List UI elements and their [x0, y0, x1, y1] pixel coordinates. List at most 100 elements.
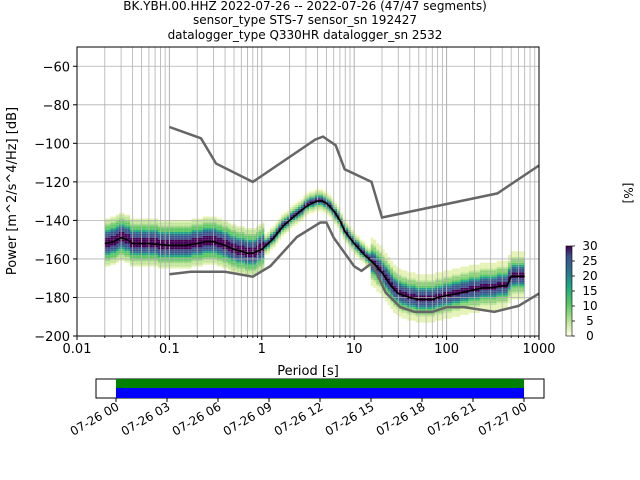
colorbar-tick-label: 0: [586, 329, 594, 343]
density-cell: [367, 266, 371, 269]
density-cell: [485, 274, 489, 277]
density-cell: [437, 314, 441, 317]
density-cell: [502, 272, 506, 275]
density-cell: [174, 249, 178, 252]
density-cell: [118, 212, 122, 215]
density-cell: [216, 258, 220, 261]
density-cell: [236, 251, 240, 254]
timeline-tick-label: 07-26 21: [425, 399, 479, 438]
density-cell: [465, 310, 469, 313]
density-cell: [194, 245, 198, 248]
density-cell: [379, 266, 382, 269]
density-cell: [454, 285, 458, 288]
density-cell: [239, 260, 242, 263]
density-cell: [379, 283, 382, 286]
density-cell: [477, 297, 480, 300]
density-cell: [219, 222, 223, 225]
density-cell: [188, 241, 192, 244]
density-cell: [300, 201, 304, 204]
density-cell: [144, 257, 147, 259]
density-cell: [227, 258, 231, 261]
density-cell: [468, 268, 472, 271]
density-cell: [149, 258, 153, 261]
density-cell: [409, 303, 413, 306]
density-cell: [457, 289, 461, 292]
density-cell: [437, 287, 441, 290]
density-cell: [471, 299, 475, 302]
density-cell: [194, 220, 198, 223]
density-cell: [457, 314, 461, 317]
density-cell: [127, 237, 131, 240]
density-cell: [233, 255, 237, 258]
density-cell: [166, 237, 170, 240]
density-cell: [460, 282, 464, 284]
density-cell: [213, 235, 217, 238]
density-cell: [211, 224, 214, 227]
density-cell: [171, 222, 175, 225]
density-cell: [454, 287, 458, 290]
density-cell: [138, 220, 142, 223]
density-cell: [513, 262, 517, 265]
density-cell: [264, 241, 268, 244]
density-cell: [432, 293, 436, 296]
density-cell: [197, 230, 200, 232]
density-cell: [465, 280, 469, 283]
density-cell: [373, 282, 377, 284]
density-cell: [166, 264, 170, 267]
density-cell: [169, 224, 172, 227]
density-cell: [130, 249, 133, 252]
density-cell: [320, 197, 324, 200]
density-cell: [521, 274, 525, 277]
density-cell: [152, 249, 156, 252]
density-cell: [451, 278, 455, 281]
density-cell: [521, 276, 525, 279]
density-cell: [149, 249, 153, 252]
density-cell: [295, 214, 298, 217]
density-cell: [185, 235, 189, 238]
density-cell: [370, 274, 374, 277]
density-cell: [365, 251, 368, 254]
density-cell: [513, 289, 517, 292]
density-cell: [409, 280, 413, 283]
density-cell: [446, 278, 450, 281]
density-cell: [247, 249, 251, 252]
density-cell: [393, 280, 396, 283]
density-cell: [331, 203, 335, 205]
density-cell: [468, 266, 472, 269]
density-cell: [443, 305, 447, 308]
density-cell: [116, 214, 119, 217]
density-cell: [241, 239, 245, 242]
density-cell: [183, 222, 186, 225]
density-cell: [474, 291, 478, 294]
density-cell: [432, 289, 436, 292]
density-cell: [446, 276, 450, 279]
density-cell: [130, 220, 133, 223]
density-cell: [180, 257, 184, 259]
density-cell: [519, 270, 522, 273]
density-cell: [169, 230, 172, 232]
density-cell: [325, 201, 329, 204]
density-cell: [334, 224, 338, 227]
density-cell: [227, 253, 231, 256]
density-cell: [194, 260, 198, 263]
density-cell: [227, 241, 231, 244]
density-cell: [227, 243, 231, 246]
density-cell: [499, 297, 503, 300]
density-cell: [191, 255, 195, 258]
density-cell: [171, 257, 175, 259]
density-cell: [116, 231, 119, 234]
density-cell: [124, 222, 128, 225]
density-cell: [465, 270, 469, 273]
density-cell: [157, 247, 161, 250]
density-cell: [370, 278, 374, 281]
density-cell: [482, 280, 486, 283]
density-cell: [314, 204, 318, 207]
density-cell: [479, 293, 483, 296]
density-cell: [342, 231, 346, 234]
density-cell: [199, 230, 203, 232]
density-cell: [185, 264, 189, 267]
density-cell: [437, 303, 441, 306]
density-cell: [505, 276, 508, 279]
density-cell: [222, 251, 226, 254]
density-cell: [393, 276, 396, 279]
